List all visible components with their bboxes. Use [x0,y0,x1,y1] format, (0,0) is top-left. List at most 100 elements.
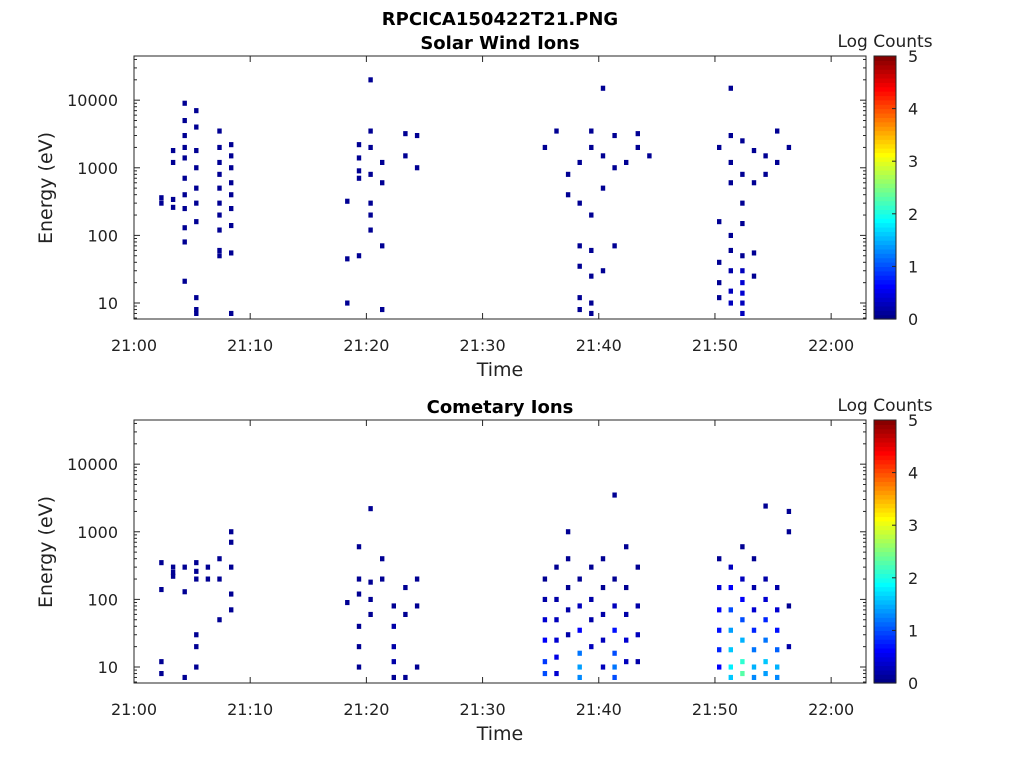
colorbar-segment [874,161,896,167]
heatmap-cell [565,171,571,177]
heatmap-cell [356,644,362,650]
y-tick-label: 100 [87,226,118,245]
heatmap-cell [194,560,199,566]
heatmap-cell [728,664,733,670]
heatmap-cell [380,159,385,165]
heatmap-cell [414,133,420,139]
solar-wind-y-axis: 10 100 1000 10000 [67,58,866,319]
heatmap-cell [356,591,362,597]
heatmap-cell [775,664,780,670]
heatmap-cell [229,539,234,545]
heatmap-cell [717,295,722,301]
heatmap-cell [740,200,745,206]
colorbar-segment [874,108,896,114]
heatmap-cell [577,200,582,206]
heatmap-cell [554,596,559,602]
colorbar-segment [874,64,896,70]
heatmap-cell [786,144,792,150]
heatmap-cell [600,85,606,91]
heatmap-cell [182,144,187,150]
colorbar-segment [874,266,896,272]
heatmap-cell [751,647,757,653]
colorbar-segment [874,564,896,570]
heatmap-cell [403,611,408,617]
colorbar-segment [874,297,896,303]
colorbar-segment [874,152,896,158]
colorbar-segment [874,665,896,671]
colorbar-segment [874,275,896,281]
y-tick-label: 1000 [77,523,118,542]
colorbar-segment [874,205,896,211]
colorbar-tick-label: 5 [908,411,918,430]
heatmap-cell [600,637,606,643]
heatmap-cell [368,579,373,585]
colorbar-segment [874,520,896,526]
heatmap-cell [403,674,408,680]
heatmap-cell [775,607,780,613]
heatmap-cell [194,632,199,638]
y-tick-label: 10000 [67,455,118,474]
colorbar-segment [874,310,896,316]
heatmap-cell [159,560,164,566]
heatmap-cell [786,508,792,514]
colorbar-segment [874,314,896,320]
heatmap-cell [414,165,420,171]
cometary-title: Cometary Ions [427,397,574,418]
colorbar-tick-label: 5 [908,47,918,66]
solar-wind-cells [159,77,792,316]
heatmap-cell [368,506,373,512]
colorbar-segment [874,634,896,640]
heatmap-cell [368,227,373,233]
heatmap-cell [368,77,373,83]
colorbar-segment [874,104,896,110]
heatmap-cell [356,155,362,161]
colorbar-segment [874,148,896,154]
heatmap-cell [182,118,187,124]
heatmap-cell [345,300,350,306]
heatmap-cell [728,288,733,294]
colorbar-segment [874,468,896,474]
colorbar-segment [874,60,896,66]
x-tick-label: 21:50 [692,700,738,719]
heatmap-cell [182,674,187,680]
heatmap-cell [205,576,211,582]
heatmap-cell [159,200,164,206]
heatmap-cell [229,310,234,316]
heatmap-cell [624,585,629,591]
heatmap-cell [356,544,362,550]
heatmap-cell [217,576,222,582]
heatmap-cell [600,185,606,191]
colorbar-segment [874,569,896,575]
colorbar-segment [874,56,896,61]
colorbar-segment [874,455,896,461]
heatmap-cell [775,647,780,653]
solar-wind-plot-area [134,56,866,319]
cometary-xlabel: Time [476,723,524,745]
heatmap-cell [217,556,222,562]
solar-wind-ylabel: Energy (eV) [35,132,57,244]
colorbar-segment [874,143,896,149]
heatmap-cell [728,133,733,139]
colorbar-segment [874,621,896,627]
colorbar-segment [874,626,896,631]
figure-title: RPCICA150422T21.PNG [382,9,618,30]
colorbar-segment [874,253,896,259]
heatmap-cell [728,564,733,570]
heatmap-cell [786,603,792,609]
colorbar-segment [874,529,896,535]
colorbar-segment [874,595,896,601]
colorbar-segment [874,213,896,219]
colorbar-segment [874,288,896,294]
heatmap-cell [717,259,722,265]
heatmap-cell [565,192,571,198]
heatmap-cell [717,647,722,653]
heatmap-cell [217,227,222,233]
heatmap-cell [542,144,548,150]
heatmap-cell [356,175,362,181]
heatmap-cell [368,596,373,602]
colorbar-segment [874,257,896,263]
colorbar-segment [874,547,896,553]
heatmap-cell [635,659,640,665]
heatmap-cell [194,108,199,114]
x-tick-label: 21:20 [343,700,389,719]
